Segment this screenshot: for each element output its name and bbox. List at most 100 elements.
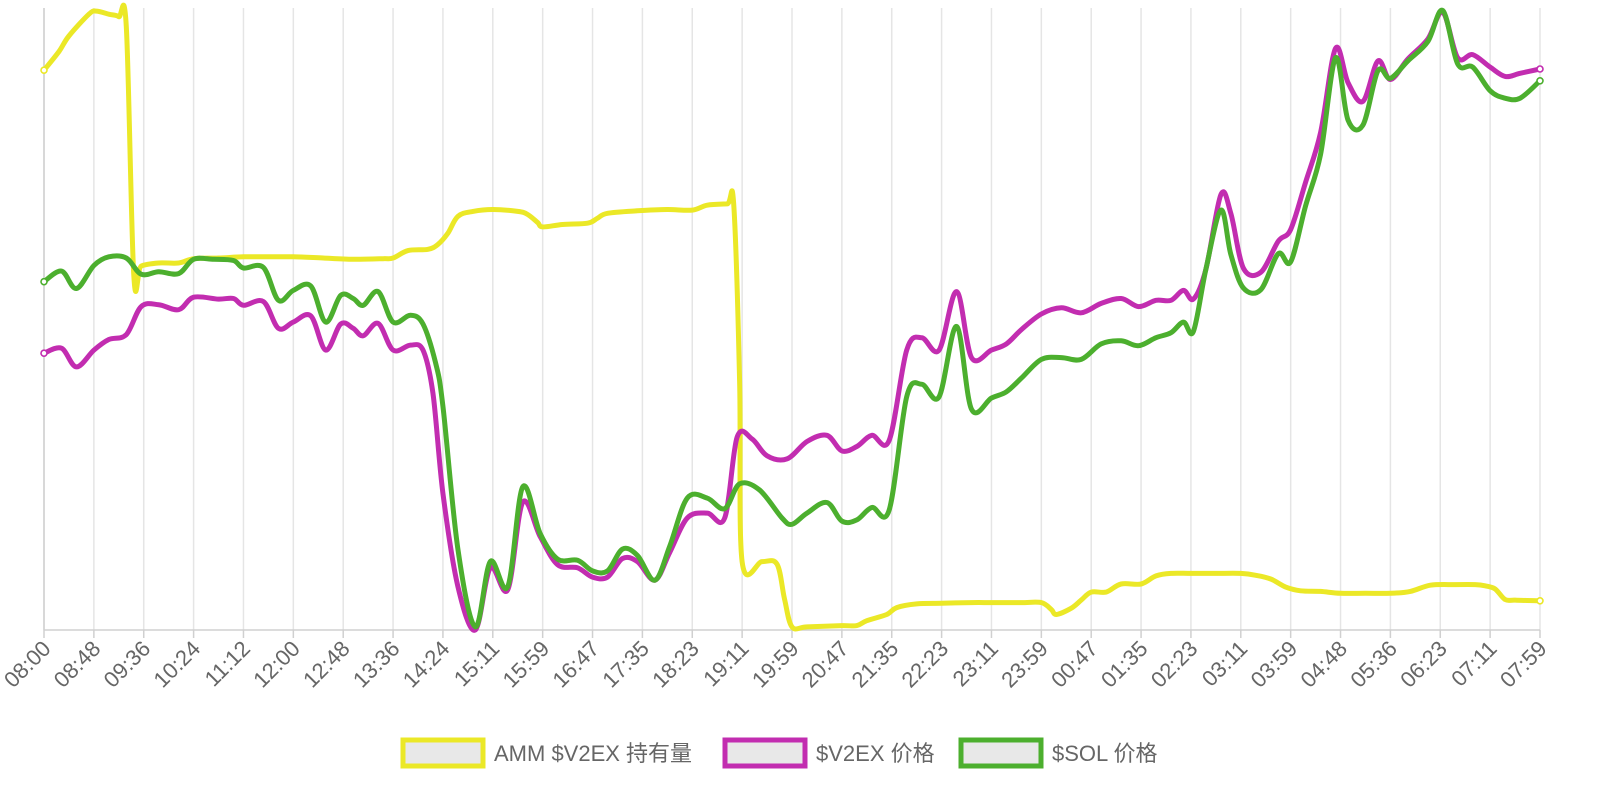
data-point xyxy=(1228,211,1233,216)
data-point xyxy=(1470,65,1475,70)
data-point xyxy=(954,324,959,329)
data-point xyxy=(722,516,727,521)
data-point xyxy=(291,320,296,325)
data-point xyxy=(91,263,96,268)
data-point xyxy=(854,517,859,522)
data-point xyxy=(1019,327,1024,332)
data-point xyxy=(1536,65,1544,73)
data-point xyxy=(887,438,892,443)
data-point xyxy=(216,297,221,302)
data-point xyxy=(635,553,640,558)
data-point xyxy=(57,49,62,54)
data-point xyxy=(241,254,246,259)
data-point xyxy=(191,257,196,262)
data-point xyxy=(1455,62,1460,67)
x-tick-label: 01:35 xyxy=(1096,636,1153,693)
legend-item-sol-price[interactable]: $SOL 价格 xyxy=(958,737,1158,769)
data-point xyxy=(904,348,909,353)
data-point xyxy=(241,303,246,308)
legend-swatch xyxy=(400,737,486,769)
data-point xyxy=(731,201,736,206)
x-tick-label: 16:47 xyxy=(547,636,604,693)
data-point xyxy=(231,258,236,263)
data-point xyxy=(790,522,795,527)
data-point xyxy=(1119,296,1124,301)
data-point xyxy=(1104,590,1109,595)
x-tick-label: 03:59 xyxy=(1246,636,1303,693)
data-point xyxy=(1503,96,1508,101)
data-point xyxy=(1503,74,1508,79)
data-point xyxy=(1218,208,1223,213)
series-sol-price xyxy=(40,7,1544,630)
data-point xyxy=(59,269,64,274)
data-point xyxy=(338,321,343,326)
data-point xyxy=(1488,88,1493,93)
data-point xyxy=(1303,180,1308,185)
data-point xyxy=(904,394,909,399)
data-point xyxy=(1169,298,1174,303)
x-tick-label: 22:23 xyxy=(897,636,954,693)
data-point xyxy=(605,211,610,216)
data-point xyxy=(1513,598,1518,603)
data-point xyxy=(139,264,144,269)
data-point xyxy=(1288,227,1293,232)
data-point xyxy=(1154,573,1159,578)
x-tick-label: 23:59 xyxy=(996,636,1053,693)
data-point xyxy=(1191,329,1196,334)
data-point xyxy=(1488,65,1493,70)
data-point xyxy=(1388,591,1393,596)
data-point xyxy=(391,348,396,353)
data-point xyxy=(1181,288,1186,293)
data-point xyxy=(470,209,475,214)
x-tick-label: 10:24 xyxy=(149,636,206,693)
data-point xyxy=(894,605,899,610)
data-point xyxy=(605,568,610,573)
data-point xyxy=(440,491,445,496)
data-point xyxy=(381,256,386,261)
data-point xyxy=(805,511,810,516)
data-point xyxy=(106,254,111,259)
data-point xyxy=(737,481,742,486)
x-tick-label: 11:12 xyxy=(200,636,255,691)
data-point xyxy=(1333,55,1338,60)
legend-item-amm-holdings[interactable]: AMM $V2EX 持有量 xyxy=(400,737,692,769)
data-point xyxy=(66,34,71,39)
data-point xyxy=(1253,573,1258,578)
legend-item-v2ex-price[interactable]: $V2EX 价格 xyxy=(722,737,935,769)
data-point xyxy=(106,12,111,17)
data-point xyxy=(824,433,829,438)
data-point xyxy=(1276,251,1281,256)
data-point xyxy=(1136,304,1141,309)
data-point xyxy=(1181,320,1186,325)
data-point xyxy=(665,207,670,212)
data-point xyxy=(391,255,396,260)
data-point xyxy=(321,255,326,260)
data-point xyxy=(261,299,266,304)
data-point xyxy=(854,623,859,628)
data-point xyxy=(969,600,974,605)
data-point xyxy=(1241,285,1246,290)
data-point xyxy=(620,547,625,552)
data-point xyxy=(276,298,281,303)
x-tick-label: 20:47 xyxy=(797,636,854,693)
data-point xyxy=(690,208,695,213)
data-point xyxy=(191,295,196,300)
x-tick-label: 05:36 xyxy=(1345,636,1402,693)
data-point xyxy=(937,394,942,399)
data-point xyxy=(473,624,478,629)
data-point xyxy=(351,257,356,262)
data-point xyxy=(323,348,328,353)
data-point xyxy=(1089,590,1094,595)
data-point xyxy=(780,516,785,521)
data-point xyxy=(919,382,924,387)
data-point xyxy=(1503,597,1508,602)
data-point xyxy=(1019,600,1024,605)
data-point xyxy=(241,265,246,270)
data-point xyxy=(376,321,381,326)
x-tick-label: 06:23 xyxy=(1395,636,1452,693)
data-point xyxy=(782,596,787,601)
data-point xyxy=(590,568,595,573)
data-point xyxy=(969,355,974,360)
data-point xyxy=(705,511,710,516)
data-point xyxy=(455,214,460,219)
